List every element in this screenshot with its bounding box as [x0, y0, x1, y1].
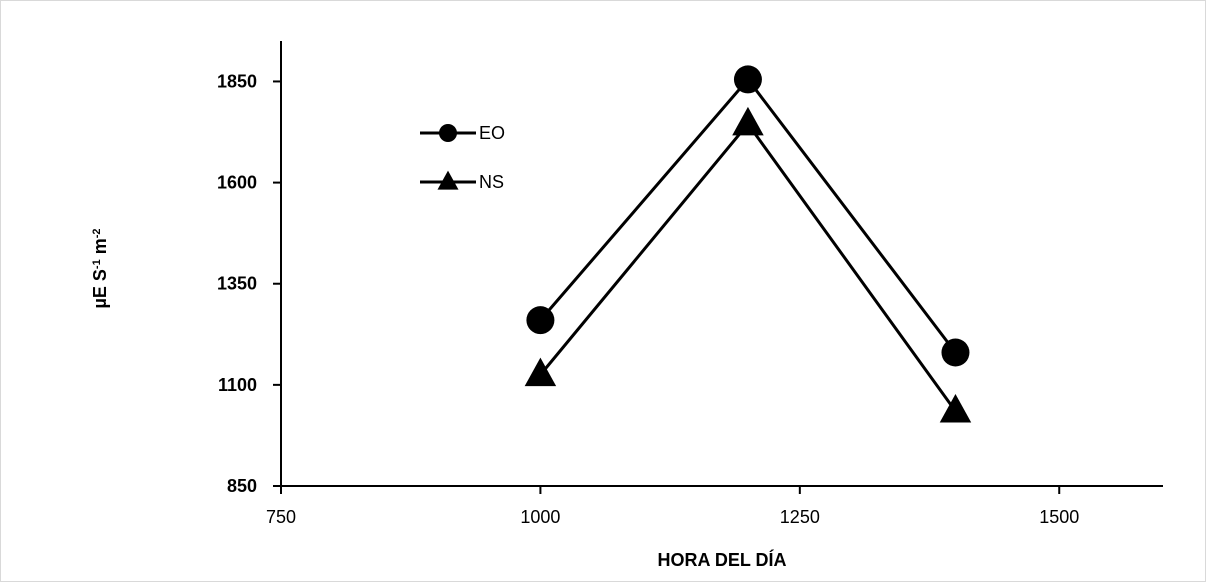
data-point [939, 394, 972, 423]
x-tick-label: 1500 [1039, 507, 1079, 527]
data-point [732, 106, 764, 136]
y-axis-title-base: µE S [90, 269, 110, 308]
x-axis-title: HORA DEL DÍA [657, 549, 786, 570]
y-tick-label: 1600 [217, 173, 257, 193]
series-line [539, 121, 957, 413]
series-eo [526, 65, 970, 367]
legend-item-ns: NS [420, 170, 504, 192]
data-point [524, 357, 557, 387]
x-tick-label: 1250 [780, 507, 820, 527]
y-ticks: 850 1100 1350 1600 1850 [217, 71, 281, 496]
y-axis-title-mid: m [90, 238, 110, 259]
series-ns [524, 106, 972, 423]
x-tick-label: 750 [266, 507, 296, 527]
x-tick-label: 1000 [520, 507, 560, 527]
y-axis-title: µE S-1 m-2 [90, 229, 110, 309]
legend-label: EO [479, 123, 505, 143]
y-tick-label: 1350 [217, 274, 257, 294]
x-ticks: 750 1000 1250 1500 [266, 486, 1079, 527]
legend-marker [439, 124, 457, 142]
legend: EO NS [420, 123, 505, 192]
y-tick-label: 1100 [218, 375, 257, 395]
y-tick-label: 850 [227, 476, 257, 496]
legend-label: NS [479, 172, 504, 192]
axes [280, 41, 1163, 487]
legend-item-eo: EO [420, 123, 505, 143]
series-layer [524, 65, 972, 423]
data-point [733, 65, 762, 94]
data-point [526, 306, 555, 335]
y-tick-label: 1850 [217, 71, 257, 91]
legend-marker [437, 170, 459, 190]
y-axis-title-sup2: -2 [91, 229, 103, 239]
data-point [941, 338, 970, 367]
y-axis-title-sup1: -1 [91, 259, 103, 269]
